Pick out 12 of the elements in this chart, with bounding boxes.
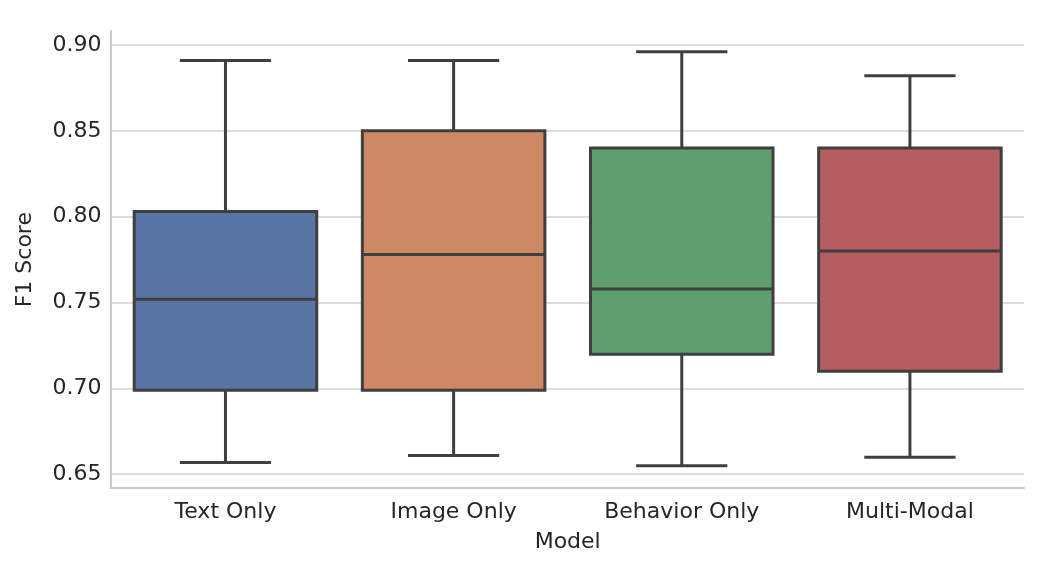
- x-axis-title: Model: [534, 527, 601, 553]
- x-tick-label: Behavior Only: [604, 498, 760, 524]
- y-tick-label: 0.70: [52, 374, 102, 400]
- y-axis-title: F1 Score: [10, 212, 36, 308]
- y-tick-label: 0.90: [52, 30, 102, 56]
- y-tick-label: 0.65: [52, 460, 102, 486]
- x-tick-label: Text Only: [173, 498, 277, 524]
- y-tick-label: 0.80: [52, 202, 102, 228]
- y-tick-label: 0.75: [52, 288, 102, 314]
- y-tick-label: 0.85: [52, 116, 102, 142]
- x-tick-label: Image Only: [390, 498, 517, 524]
- x-tick-label: Multi-Modal: [846, 498, 974, 524]
